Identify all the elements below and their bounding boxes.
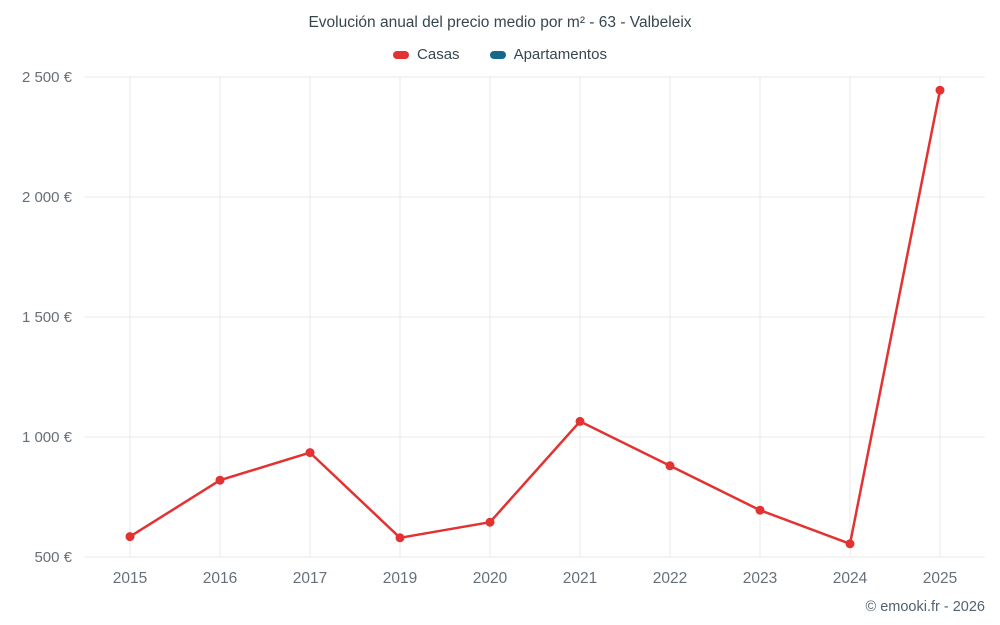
legend-swatch-casas: [393, 50, 410, 59]
data-point-casas[interactable]: [575, 416, 585, 426]
y-axis-label: 1 500 €: [22, 309, 73, 326]
y-axis-label: 2 000 €: [22, 189, 73, 206]
x-axis-label: 2016: [203, 570, 237, 587]
x-axis-label: 2020: [473, 570, 508, 587]
data-point-casas[interactable]: [935, 85, 945, 95]
data-point-casas[interactable]: [395, 533, 405, 543]
y-axis-label: 2 500 €: [22, 69, 73, 86]
legend-item-casas[interactable]: Casas: [393, 46, 460, 63]
x-axis-label: 2019: [383, 570, 417, 587]
chart-legend: Casas Apartamentos: [0, 46, 1000, 63]
legend-swatch-apartamentos: [489, 50, 506, 59]
data-point-casas[interactable]: [845, 539, 855, 549]
y-axis-label: 1 000 €: [22, 429, 73, 446]
series-line-casas: [128, 88, 942, 546]
data-point-casas[interactable]: [755, 505, 765, 515]
legend-label-apartamentos: Apartamentos: [513, 46, 607, 63]
footer-credit: © emooki.fr - 2026: [865, 599, 985, 615]
data-point-casas[interactable]: [215, 475, 225, 485]
x-axis-label: 2024: [833, 570, 868, 587]
chart-title: Evolución anual del precio medio por m² …: [308, 14, 692, 31]
x-axis-label: 2017: [293, 570, 327, 587]
legend-label-casas: Casas: [417, 46, 460, 63]
y-axis-label: 500 €: [34, 549, 72, 566]
data-point-casas[interactable]: [485, 517, 495, 527]
x-axis-label: 2023: [743, 570, 777, 587]
x-axis-label: 2025: [923, 570, 957, 587]
x-axis-label: 2021: [563, 570, 597, 587]
data-point-casas[interactable]: [665, 461, 675, 471]
data-point-casas[interactable]: [305, 448, 315, 458]
x-axis-label: 2015: [113, 570, 147, 587]
x-axis-label: 2022: [653, 570, 687, 587]
legend-item-apartamentos[interactable]: Apartamentos: [489, 46, 607, 63]
data-point-casas[interactable]: [125, 532, 135, 542]
